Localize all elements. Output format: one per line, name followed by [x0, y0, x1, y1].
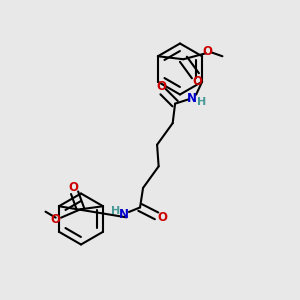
Text: O: O — [202, 45, 212, 58]
Text: H: H — [197, 97, 207, 107]
Text: O: O — [68, 181, 78, 194]
Text: O: O — [157, 80, 166, 93]
Text: H: H — [110, 206, 120, 216]
Text: O: O — [192, 75, 202, 88]
Text: N: N — [187, 92, 197, 105]
Text: O: O — [157, 211, 167, 224]
Text: N: N — [118, 208, 128, 221]
Text: O: O — [51, 213, 61, 226]
